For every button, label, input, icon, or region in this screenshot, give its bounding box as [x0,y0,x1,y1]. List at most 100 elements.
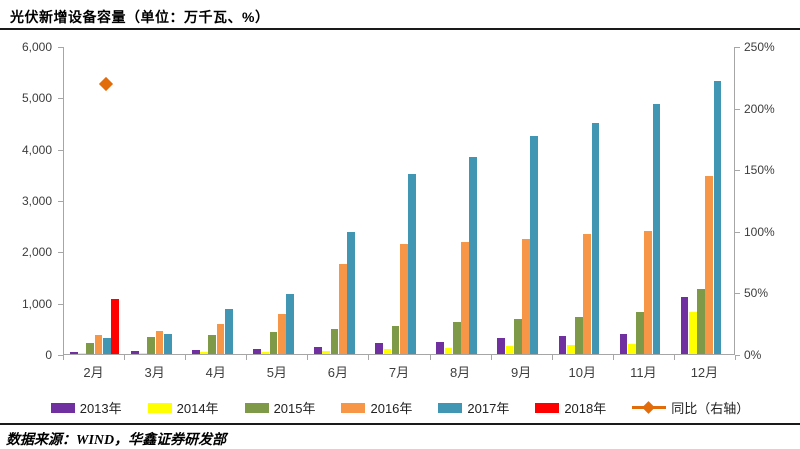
bar-2017年-3月 [163,333,172,354]
bar-2013年-11月 [619,333,628,354]
legend-line-marker [632,401,667,414]
bar-2014年-10月 [566,345,575,354]
bar-2014年-9月 [505,346,514,354]
bar-2015年-12月 [697,289,705,354]
y-axis-tick-right [735,47,740,48]
bar-2017年-10月 [591,122,600,354]
bar-2017年-7月 [408,174,416,354]
legend-swatch-2017年 [438,402,463,413]
legend-swatch-2014年 [147,402,172,413]
y-axis-tick-right [735,170,740,172]
bar-2016年-6月 [338,264,347,354]
bar-2016年-10月 [583,234,591,354]
legend-label: 2018年 [564,401,607,416]
bar-2013年-10月 [558,336,567,354]
x-axis-tick [551,355,553,360]
bar-2015年-5月 [269,331,278,354]
legend: 2013年 2014年 2015年 2016年 2017年 2018年 同比（右轴） [0,398,800,417]
x-axis-tick [124,355,126,360]
bar-2014年-7月 [383,348,392,354]
bar-2013年-8月 [436,341,445,354]
bar-2014年-11月 [627,344,636,354]
bar-2017年-9月 [530,136,539,354]
bar-2016年-11月 [644,230,653,354]
bar-2015年-4月 [208,335,217,354]
y-axis-tick-right [735,108,740,110]
x-axis-label: 10月 [568,365,596,380]
bar-2013年-2月 [69,351,78,354]
y-axis-tick-left [58,252,63,254]
y-axis-label-left: 3,000 [21,194,52,208]
source-note: 数据来源：WIND，华鑫证券研发部 [6,433,227,448]
bar-2017年-8月 [469,156,478,354]
x-axis-tick [368,355,370,360]
bar-2016年-8月 [461,241,469,354]
x-axis-label: 3月 [144,365,165,380]
y-axis-tick-left [58,355,63,356]
bar-2013年-12月 [680,296,689,354]
bar-2017年-5月 [286,293,294,354]
bar-2015年-8月 [452,322,461,354]
legend-swatch-2013年 [50,402,75,413]
y-axis-tick-right [735,355,740,356]
bar-2013年-5月 [253,348,261,354]
bar-2014年-3月 [139,352,147,354]
y-axis-tick-left [58,47,63,48]
x-axis-tick [735,355,736,360]
bar-2013年-9月 [497,338,506,354]
bar-2017年-2月 [102,337,111,354]
legend-swatch-2016年 [341,402,366,413]
x-axis-label: 6月 [327,365,349,380]
chart-area: 0 1,000 2,000 3,000 4,000 5,000 6,000 0% 50% 100%… [21,40,775,362]
bar-2015年-6月 [330,328,339,354]
y-axis-label-left: 2,000 [21,245,52,260]
bar-2014年-2月 [78,352,86,354]
bar-2015年-9月 [513,318,522,354]
legend-label: 2015年 [273,401,316,416]
y-axis-label-left: 1,000 [21,296,52,311]
y-axis-label-left: 6,000 [21,40,52,54]
y-axis-label-left: 4,000 [21,142,52,157]
x-axis-tick [429,355,431,360]
bar-2013年-6月 [314,346,322,354]
x-axis-label: 11月 [630,365,657,380]
x-axis-tick [246,355,248,360]
y-axis-label-right: 150% [744,163,775,178]
bar-2014年-8月 [444,348,453,354]
bar-2017年-12月 [713,80,722,354]
y-axis-tick-left [58,149,63,151]
y-axis-tick-left [58,98,63,100]
bar-2016年-12月 [705,176,714,354]
footer-divider [0,423,800,425]
legend-item-2017年: 2017年 [438,398,509,417]
legend-item-2013年: 2013年 [50,398,122,417]
legend-swatch-2018年 [535,402,560,413]
x-axis-label: 2月 [83,365,104,380]
bar-2016年-4月 [216,324,225,354]
x-axis-tick [490,355,492,360]
bar-2013年-3月 [130,350,139,354]
y-axis-tick-left [58,201,63,202]
bar-2014年-4月 [200,352,208,354]
bar-2017年-11月 [652,103,661,354]
legend-item-2015年: 2015年 [244,398,316,417]
x-axis-tick [612,355,614,360]
bar-2015年-11月 [636,312,644,354]
x-axis-tick [673,355,675,360]
bar-2017年-4月 [224,308,233,354]
bar-2018年-2月 [111,298,119,354]
y-axis-tick-left [58,303,63,305]
yoy-diamond-icon [642,401,656,414]
y-axis-label-right: 100% [744,224,775,239]
legend-item-2016年: 2016年 [341,398,412,417]
y-axis-label-right: 200% [744,101,775,116]
x-axis-tick [63,355,64,360]
legend-item-2018年: 2018年 [535,398,606,417]
legend-label: 2014年 [176,401,219,416]
bar-2015年-3月 [147,337,156,354]
x-axis-label: 9月 [511,365,532,380]
legend-item-2014年: 2014年 [147,398,219,417]
bar-2015年-7月 [391,325,400,354]
bar-2016年-2月 [94,335,103,354]
bar-2013年-4月 [191,349,200,354]
